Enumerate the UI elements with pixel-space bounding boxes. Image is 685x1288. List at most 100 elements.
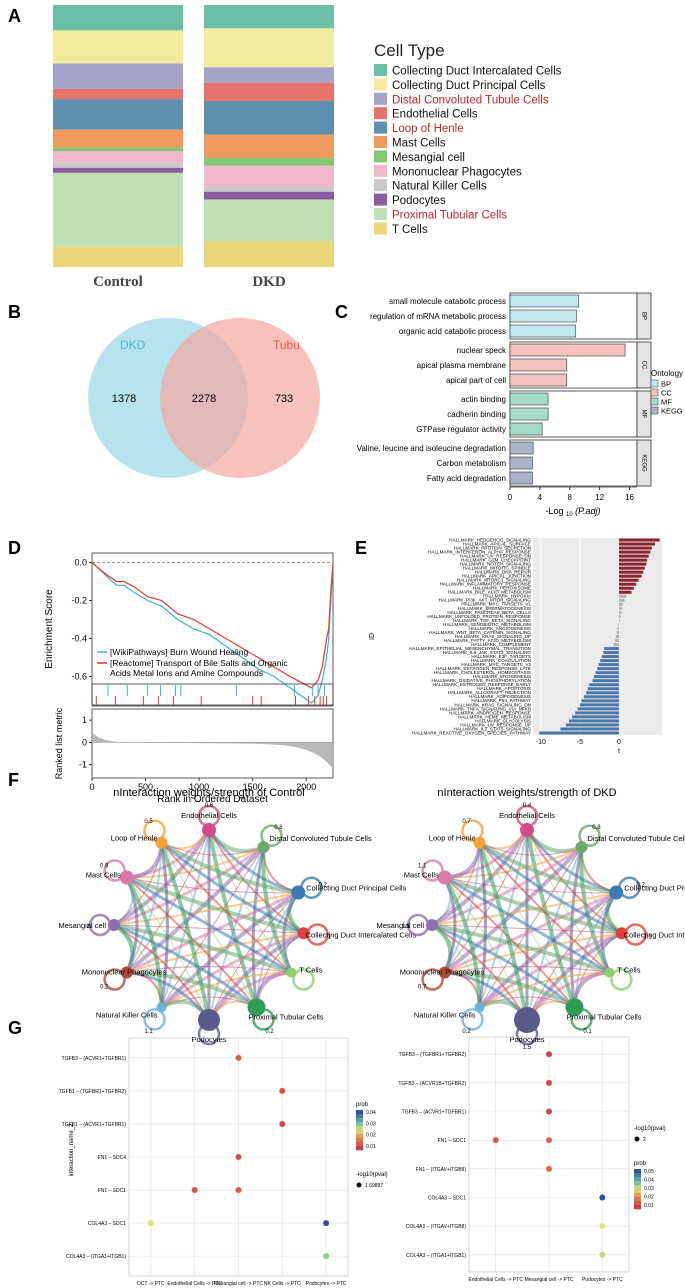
prob-legend-gradient xyxy=(634,1181,641,1186)
panel-d-gsea-plot: 0.0 -0.2 -0.4 -0.6 Enrichment Score [WikiPath… xyxy=(44,552,334,805)
es-line-reactome xyxy=(91,562,334,689)
legend-entry: Collecting Duct Principal Cells xyxy=(392,80,546,92)
stacked-bar-segment xyxy=(53,88,183,100)
ontology-legend-label: MF xyxy=(661,398,672,407)
venn-circle-tubu xyxy=(160,318,320,478)
network-edge xyxy=(112,828,211,927)
hallmark-label: HALLMARK_PANCREAS_BETA_CELLS xyxy=(447,610,531,615)
hallmark-label: HALLMARK_UNFOLDED_PROTEIN_RESPONSE xyxy=(427,614,531,619)
prob-legend-gradient xyxy=(356,1142,363,1147)
pval-legend-value: 2 xyxy=(643,1137,646,1143)
enrichment-term-label: apical plasma membrane xyxy=(417,361,507,370)
hit-band-frame xyxy=(91,683,334,707)
network-weight-label: 0.4 xyxy=(523,803,532,809)
network-edge xyxy=(477,842,529,1021)
enrichment-term-label: Fatty acid degradation xyxy=(427,474,506,483)
hallmark-label: HALLMARK_MTORC1_SIGNALING xyxy=(457,578,532,583)
hallmark-bar xyxy=(589,683,619,687)
ontology-legend-title: Ontology xyxy=(651,369,683,378)
dotplot-row-label: COL4A3 – (ITGA1+ITGB1) xyxy=(406,1253,466,1259)
hallmark-label: HALLMARK_COAGULATION xyxy=(471,658,531,663)
x-tick-label: 0 xyxy=(508,493,513,502)
network-node-label: Loop of Henle xyxy=(111,834,158,843)
network-edge xyxy=(124,876,164,1008)
stacked-bar-segment xyxy=(53,30,183,64)
network-edge xyxy=(126,877,210,1021)
facet-strip xyxy=(636,439,652,487)
network-node-label: Natural Killer Cells xyxy=(414,1010,476,1019)
dotplot-y-axis-title: interaction_name_2 xyxy=(69,1123,75,1176)
hallmark-label: HALLMARK_PROTEIN_SECRETION xyxy=(454,545,531,550)
panel-g-dotplots: interaction_name_2 TGFB3 – (ACVR1+TGFBR1)… xyxy=(59,1036,666,1287)
hallmark-bar xyxy=(613,643,619,647)
stacked-bar-segment xyxy=(204,191,334,200)
stacked-bar-segment xyxy=(53,246,183,267)
dotplot-row-label: FN1 – (ITGAV+ITGB8) xyxy=(416,1167,467,1173)
network-edge xyxy=(478,842,610,974)
prob-legend-gradient xyxy=(634,1185,641,1190)
network-weight-label: 1.1 xyxy=(144,1029,153,1035)
network-edge xyxy=(479,842,575,1008)
legend-swatch xyxy=(374,136,387,148)
dotplot-row-label: TGFB3 – (ACVR1+TGFBR1) xyxy=(402,1110,467,1116)
dotplot-row-label: COL4A3 – (ITGA1+ITGB1) xyxy=(66,1254,126,1260)
network-weight-label: 0.9 xyxy=(100,864,109,870)
pval-legend-dot xyxy=(634,1136,640,1142)
rank-x-tick-label: 1500 xyxy=(243,782,263,792)
facet-strip-label: BP xyxy=(640,312,646,320)
network-node-label: Endothelial Cells xyxy=(181,811,237,820)
y-axis-title: ID xyxy=(369,633,376,640)
stacked-bar-segment xyxy=(204,165,334,187)
dotplot-row-label: TGFB3 – (ACVR1+TGFBR1) xyxy=(62,1056,127,1062)
x-tick-label: 16 xyxy=(625,493,634,502)
network-node xyxy=(604,967,615,978)
stacked-bar-segment xyxy=(204,158,334,166)
network-weight-label: 0.8 xyxy=(274,825,283,831)
hallmark-label: HALLMARK_PI3K_AKT_MTOR_SIGNALING xyxy=(439,598,532,603)
hallmark-bar xyxy=(565,723,619,727)
hallmark-label: HALLMARK_GLYCOLYSIS xyxy=(475,718,531,723)
network-node xyxy=(426,919,438,931)
panel-f-networks: nInteraction weights/strength of Control… xyxy=(58,787,685,1051)
dotplot-point xyxy=(546,1137,552,1144)
network-node-label: T Cells xyxy=(299,966,322,975)
facet-strip xyxy=(636,292,652,340)
hallmark-bar xyxy=(619,586,634,590)
network-weight-label: 0.8 xyxy=(592,825,601,831)
stacked-bar-segment xyxy=(204,241,334,267)
network-edge xyxy=(160,931,305,1009)
prob-legend-gradient xyxy=(634,1197,641,1202)
legend-title: Cell Type xyxy=(374,41,445,60)
rank-x-axis-title: Rank in Ordered Dataset xyxy=(157,794,268,805)
venn-set-label-dkd: DKD xyxy=(120,338,146,352)
network-self-loop xyxy=(610,968,633,991)
es-y-tick-label: -0.6 xyxy=(71,672,87,682)
prob-legend-gradient xyxy=(634,1189,641,1194)
dotplot-row-label: TGFB1 – (TGFBR1+TGFBR2) xyxy=(59,1089,127,1095)
network-weight-label: 1.1 xyxy=(418,864,427,870)
hallmark-label: HALLMARK_E2F_TARGETS xyxy=(471,654,531,659)
dotplot-point xyxy=(599,1223,606,1230)
legend-entry: Mononuclear Phagocytes xyxy=(392,166,522,178)
dotplot-point xyxy=(546,1079,552,1086)
es-legend-label: [WikiPathways] Burn Wound Healing xyxy=(110,647,249,657)
hallmark-bar xyxy=(619,542,655,546)
hallmark-bar xyxy=(619,606,623,610)
pval-legend-dot xyxy=(356,1182,362,1188)
network-edge xyxy=(444,971,481,1008)
hallmark-label: HALLMARK_G2M_CHECKPOINT xyxy=(461,558,531,563)
network-edge xyxy=(444,891,617,974)
network-node xyxy=(108,919,120,931)
hallmark-label: HALLMARK_ALLOGRAFT_REJECTION xyxy=(448,690,531,695)
venn-count-left: 1378 xyxy=(112,393,136,405)
x-tick-label: -5 xyxy=(577,739,583,746)
rank-x-tick-label: 2000 xyxy=(296,782,316,792)
network-node-label: Podocytes xyxy=(191,1035,226,1044)
facet-strip-label: KEGG xyxy=(640,454,646,472)
network-node xyxy=(438,966,451,979)
prob-legend-gradient xyxy=(634,1193,641,1198)
network-node xyxy=(291,885,306,900)
panel-label-d: D xyxy=(8,538,21,558)
network-edge xyxy=(126,876,258,1008)
dotplot-point xyxy=(235,1154,242,1160)
